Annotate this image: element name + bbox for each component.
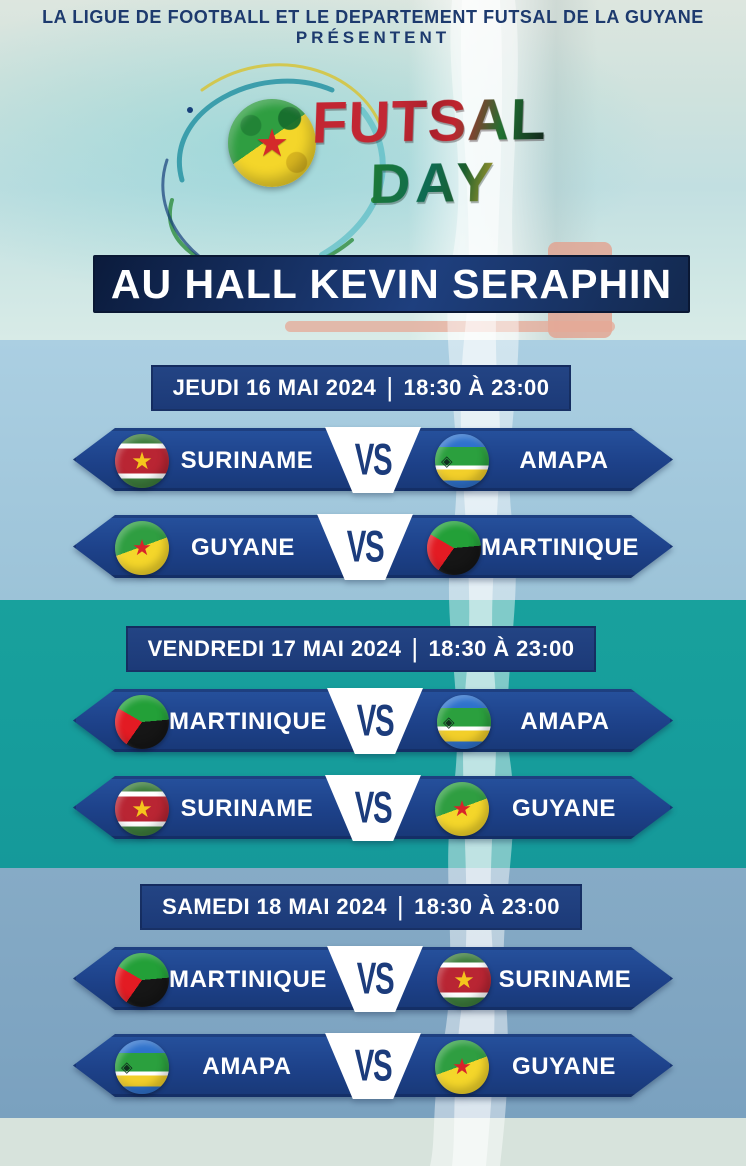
logo-subtitle: DAY (368, 149, 500, 216)
martinique-flag-icon (115, 953, 169, 1007)
away-team-name: GUYANE (511, 795, 617, 822)
amapa-flag-icon (115, 1040, 169, 1094)
home-team: GUYANE (73, 521, 317, 575)
guyane-soccer-ball-icon (228, 99, 316, 187)
match-row: SURINAME VS AMAPA (73, 427, 673, 493)
home-team: MARTINIQUE (73, 953, 327, 1007)
guyane-flag-icon (115, 521, 169, 575)
match-row: MARTINIQUE VS AMAPA (73, 688, 673, 754)
salmon-paint-sliver (285, 321, 615, 332)
time-text: 18:30 À 23:00 (428, 636, 575, 661)
home-team: SURINAME (73, 434, 325, 488)
date-banner: SAMEDI 18 MAI 2024 | 18:30 À 23:00 (140, 884, 582, 930)
home-team: AMAPA (73, 1040, 325, 1094)
match-list: MARTINIQUE VS SURINAME AMAPA VS GUYANE (0, 946, 746, 1099)
home-team-name: GUYANE (190, 534, 296, 561)
guyane-flag-icon (435, 782, 489, 836)
suriname-flag-icon (115, 782, 169, 836)
match-list: SURINAME VS AMAPA GUYANE VS MARTINIQUE (0, 427, 746, 580)
suriname-flag-icon (115, 434, 169, 488)
amapa-flag-icon (435, 434, 489, 488)
schedule-section: VENDREDI 17 MAI 2024 | 18:30 À 23:00 MARTI… (0, 600, 746, 868)
schedule-sections: JEUDI 16 MAI 2024 | 18:30 À 23:00 SURINAME… (0, 340, 746, 1118)
match-row: SURINAME VS GUYANE (73, 775, 673, 841)
amapa-flag-icon (437, 695, 491, 749)
match-list: MARTINIQUE VS AMAPA SURINAME VS GUYANE (0, 688, 746, 841)
martinique-flag-icon (115, 695, 169, 749)
away-team: MARTINIQUE (413, 521, 673, 575)
presenter-line: LA LIGUE DE FOOTBALL ET LE DEPARTEMENT F… (42, 7, 704, 27)
match-row: GUYANE VS MARTINIQUE (73, 514, 673, 580)
away-team-name: AMAPA (520, 708, 610, 735)
date-banner: VENDREDI 17 MAI 2024 | 18:30 À 23:00 (125, 626, 597, 672)
date-time-separator: | (411, 633, 419, 663)
away-team-name: SURINAME (498, 966, 632, 993)
home-team: SURINAME (73, 782, 325, 836)
home-team-name: SURINAME (180, 795, 314, 822)
presenter-verb: PRÉSENTENT (295, 28, 451, 47)
martinique-flag-icon (427, 521, 481, 575)
away-team: SURINAME (423, 953, 673, 1007)
match-row: AMAPA VS GUYANE (73, 1033, 673, 1099)
home-team-name: MARTINIQUE (169, 708, 327, 735)
match-row: MARTINIQUE VS SURINAME (73, 946, 673, 1012)
date-banner-wrap: SAMEDI 18 MAI 2024 | 18:30 À 23:00 (0, 884, 734, 930)
vs-label: VS (354, 1040, 393, 1091)
away-team: GUYANE (421, 782, 673, 836)
logo-title: FUTSAL (310, 86, 548, 157)
away-team-name: MARTINIQUE (481, 534, 639, 561)
date-time-separator: | (386, 372, 394, 402)
date-text: VENDREDI 17 MAI 2024 (147, 636, 402, 661)
home-team-name: SURINAME (180, 447, 314, 474)
away-team-name: AMAPA (519, 447, 609, 474)
date-banner-wrap: VENDREDI 17 MAI 2024 | 18:30 À 23:00 (0, 626, 734, 672)
guyane-flag-icon (435, 1040, 489, 1094)
vs-label: VS (356, 695, 395, 746)
vs-label: VS (356, 953, 395, 1004)
away-team: AMAPA (423, 695, 673, 749)
date-text: JEUDI 16 MAI 2024 (172, 375, 377, 400)
home-team-name: MARTINIQUE (169, 966, 327, 993)
date-banner-wrap: JEUDI 16 MAI 2024 | 18:30 À 23:00 (0, 365, 734, 411)
time-text: 18:30 À 23:00 (414, 894, 560, 919)
vs-label: VS (354, 782, 393, 833)
schedule-section: JEUDI 16 MAI 2024 | 18:30 À 23:00 SURINAME… (0, 340, 746, 600)
venue-banner: AU HALL KEVIN SERAPHIN (93, 255, 690, 313)
away-team: GUYANE (421, 1040, 673, 1094)
date-banner: JEUDI 16 MAI 2024 | 18:30 À 23:00 (150, 365, 572, 411)
poster-header-area: LA LIGUE DE FOOTBALL ET LE DEPARTEMENT F… (0, 0, 746, 340)
vs-label: VS (346, 521, 385, 572)
date-time-separator: | (396, 891, 405, 921)
vs-label: VS (354, 434, 393, 485)
vs-badge: VS (327, 946, 423, 1012)
away-team: AMAPA (421, 434, 673, 488)
time-text: 18:30 À 23:00 (403, 375, 550, 400)
home-team-name: AMAPA (202, 1053, 292, 1080)
date-text: SAMEDI 18 MAI 2024 (162, 894, 387, 919)
schedule-section: SAMEDI 18 MAI 2024 | 18:30 À 23:00 MARTINI… (0, 868, 746, 1118)
suriname-flag-icon (437, 953, 491, 1007)
away-team-name: GUYANE (511, 1053, 617, 1080)
home-team: MARTINIQUE (73, 695, 327, 749)
